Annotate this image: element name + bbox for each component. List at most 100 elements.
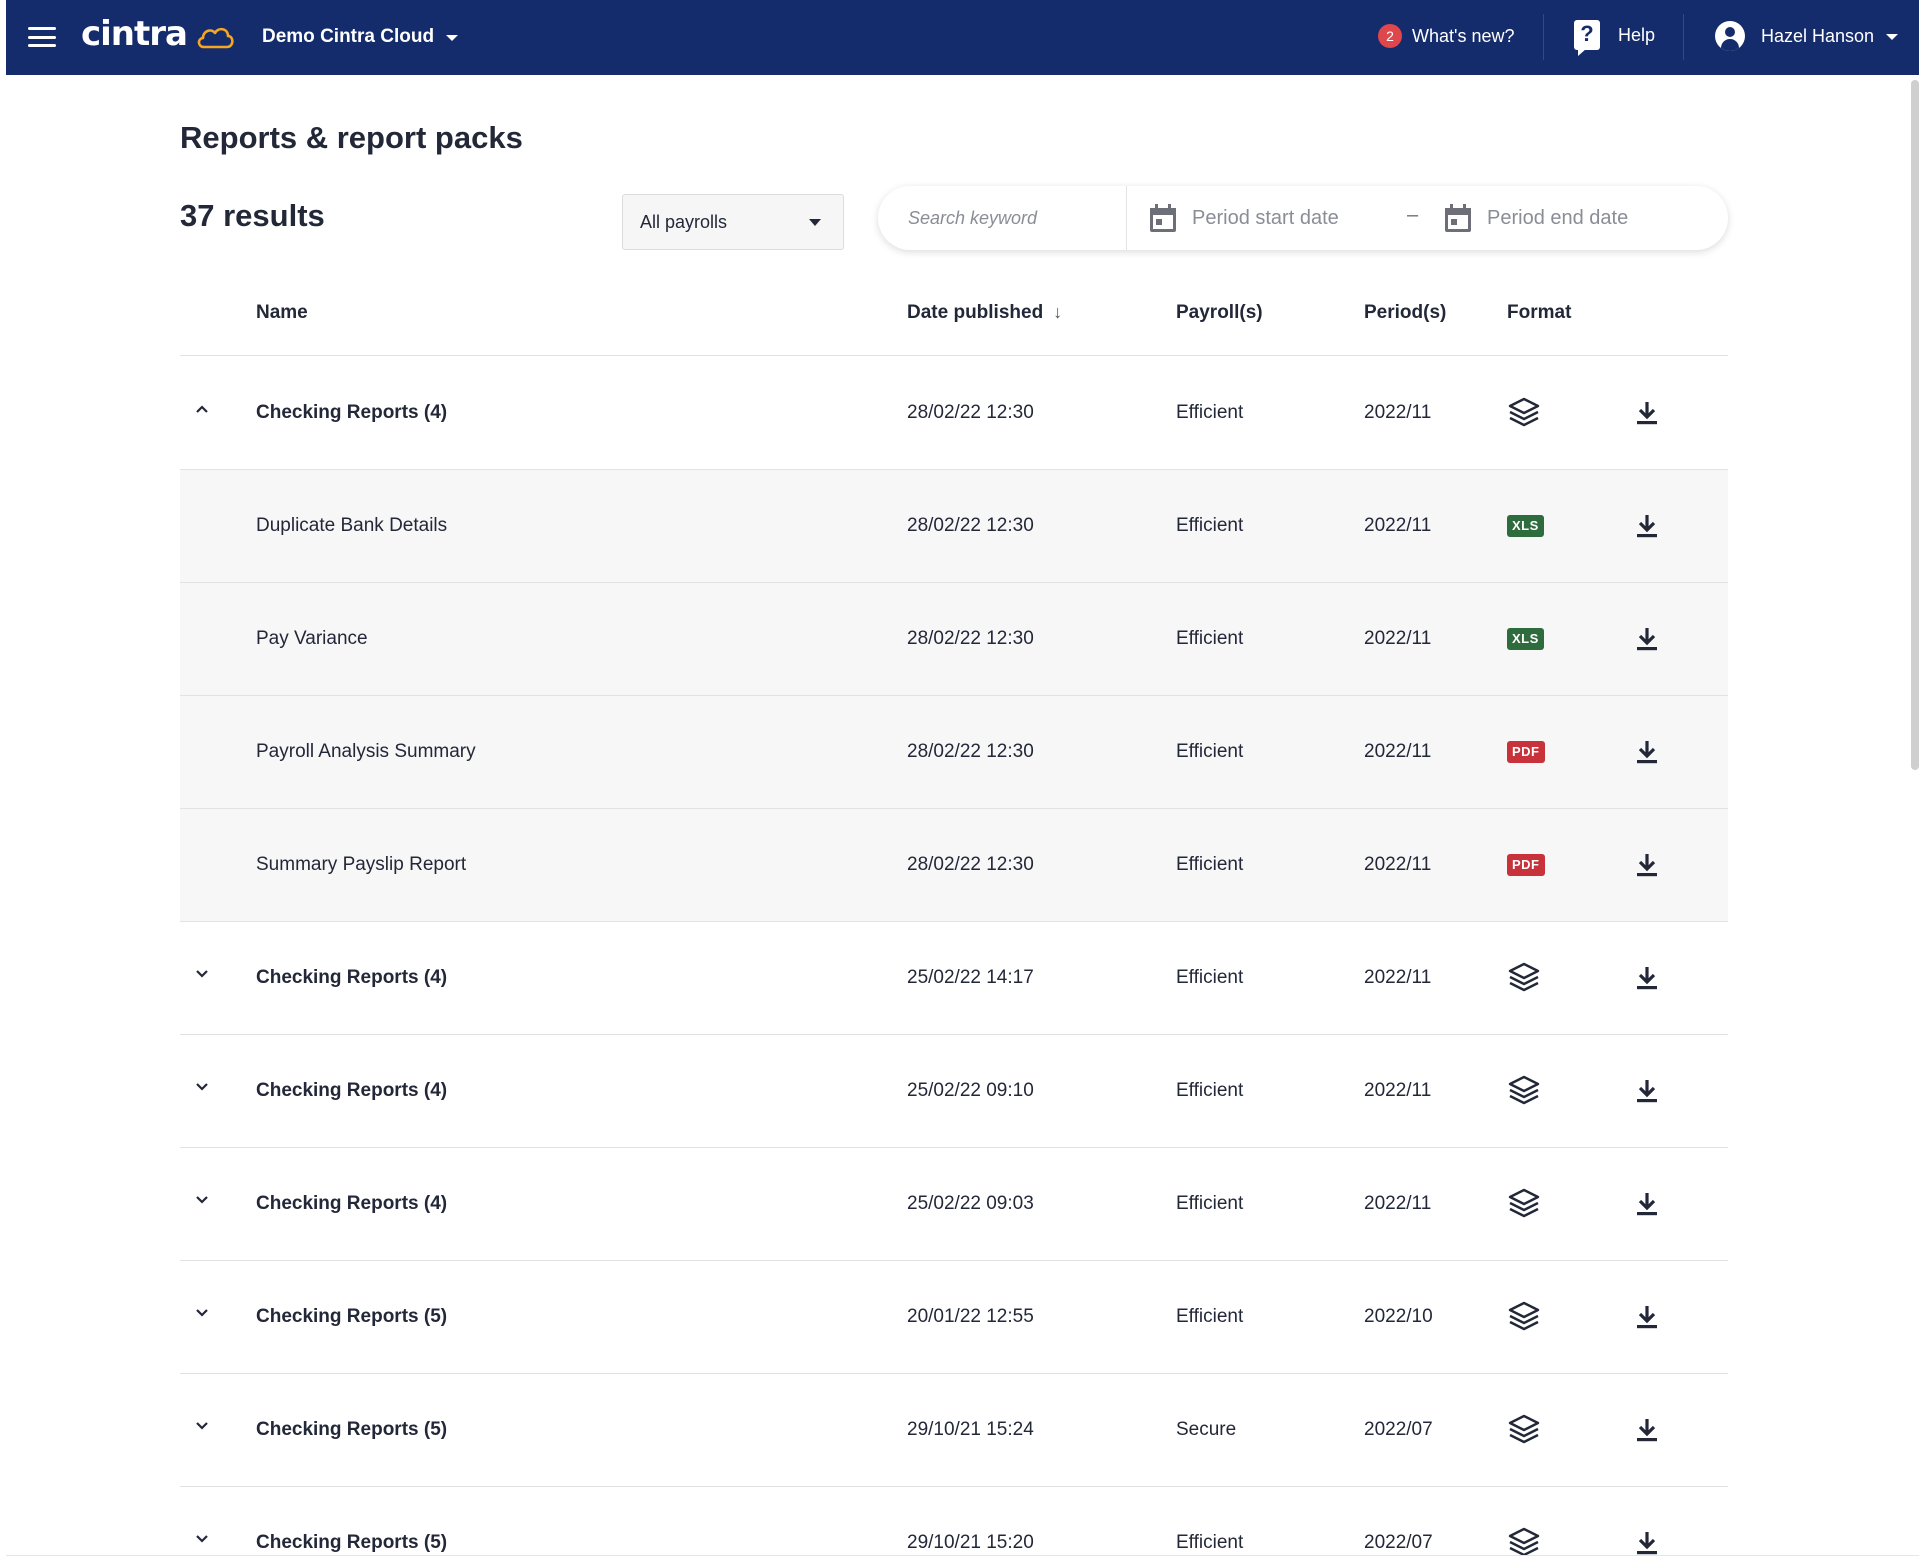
report-name[interactable]: Checking Reports (5) (256, 1306, 448, 1327)
organisation-name: Demo Cintra Cloud (262, 26, 435, 47)
date-published: 25/02/22 14:17 (907, 967, 1034, 988)
report-pack-row[interactable]: Checking Reports (5) 29/10/21 15:24 Secure… (180, 1374, 1728, 1487)
period: 2022/11 (1364, 741, 1432, 762)
download-icon[interactable] (1632, 1302, 1662, 1332)
date-published: 20/01/22 12:55 (907, 1306, 1034, 1327)
download-icon[interactable] (1632, 1076, 1662, 1106)
report-pack-icon (1507, 1374, 1541, 1486)
scrollbar[interactable] (1911, 80, 1919, 770)
report-name: Duplicate Bank Details (256, 515, 448, 536)
date-published: 29/10/21 15:24 (907, 1419, 1034, 1440)
search-filter-bar: Period start date – Period end date (878, 186, 1728, 250)
chevron-down-icon[interactable] (194, 1531, 210, 1547)
period: 2022/11 (1364, 854, 1432, 875)
report-pack-icon (1507, 1148, 1541, 1260)
date-published: 25/02/22 09:03 (907, 1193, 1034, 1214)
period: 2022/11 (1364, 1080, 1432, 1101)
report-pack-row[interactable]: Checking Reports (4) 25/02/22 09:10 Effici… (180, 1035, 1728, 1148)
payroll-name: Efficient (1176, 741, 1244, 762)
column-header-date-published[interactable]: Date published ↓ (907, 302, 1062, 324)
column-header-payrolls[interactable]: Payroll(s) (1176, 302, 1263, 323)
user-avatar-icon (1715, 21, 1745, 51)
period-end-date-field[interactable]: Period end date (1445, 186, 1628, 250)
download-icon[interactable] (1632, 624, 1662, 654)
report-pack-row[interactable]: Checking Reports (4) 28/02/22 12:30 Effici… (180, 357, 1728, 470)
date-published: 29/10/21 15:20 (907, 1532, 1034, 1553)
organisation-switcher[interactable]: Demo Cintra Cloud (262, 26, 459, 48)
search-input[interactable] (878, 186, 1123, 250)
report-name[interactable]: Checking Reports (4) (256, 1193, 448, 1214)
column-header-periods[interactable]: Period(s) (1364, 302, 1447, 323)
report-pack-icon (1507, 1487, 1541, 1555)
whats-new-button[interactable]: 2 What's new? (1378, 24, 1514, 48)
chevron-down-icon[interactable] (194, 1192, 210, 1208)
report-name: Pay Variance (256, 628, 368, 649)
report-pack-row[interactable]: Checking Reports (5) 20/01/22 12:55 Effici… (180, 1261, 1728, 1374)
payroll-name: Efficient (1176, 967, 1244, 988)
period: 2022/07 (1364, 1419, 1433, 1440)
download-icon[interactable] (1632, 963, 1662, 993)
report-row[interactable]: Summary Payslip Report 28/02/22 12:30 Effi… (180, 809, 1728, 922)
period-start-date-placeholder: Period start date (1192, 206, 1339, 229)
payroll-name: Efficient (1176, 628, 1244, 649)
period-end-date-placeholder: Period end date (1487, 206, 1629, 229)
table-header: Name Date published ↓ Payroll(s) Period(s… (180, 290, 1728, 356)
period: 2022/07 (1364, 1532, 1433, 1553)
chevron-up-icon[interactable] (194, 401, 210, 417)
period: 2022/11 (1364, 628, 1432, 649)
download-icon[interactable] (1632, 1528, 1662, 1555)
period: 2022/10 (1364, 1306, 1433, 1327)
whats-new-label: What's new? (1412, 25, 1515, 46)
date-published: 28/02/22 12:30 (907, 854, 1034, 875)
pdf-format-badge: PDF (1507, 854, 1545, 876)
user-menu[interactable]: Hazel Hanson (1715, 21, 1899, 51)
report-name[interactable]: Checking Reports (5) (256, 1419, 448, 1440)
payroll-filter-select[interactable]: All payrolls (622, 194, 844, 250)
column-header-name[interactable]: Name (256, 302, 308, 323)
payroll-name: Efficient (1176, 1193, 1244, 1214)
payroll-name: Efficient (1176, 1306, 1244, 1327)
help-button[interactable]: ? Help (1574, 20, 1655, 56)
menu-icon[interactable] (28, 27, 56, 47)
report-row[interactable]: Payroll Analysis Summary 28/02/22 12:30 Ef… (180, 696, 1728, 809)
payroll-name: Efficient (1176, 402, 1244, 423)
report-name[interactable]: Checking Reports (4) (256, 1080, 448, 1101)
report-pack-row[interactable]: Checking Reports (4) 25/02/22 14:17 Effici… (180, 922, 1728, 1035)
pdf-format-badge: PDF (1507, 741, 1545, 763)
scrollbar-thumb[interactable] (1911, 80, 1919, 770)
calendar-icon (1150, 204, 1176, 232)
report-row[interactable]: Duplicate Bank Details 28/02/22 12:30 Effi… (180, 470, 1728, 583)
date-published: 28/02/22 12:30 (907, 628, 1034, 649)
report-pack-row[interactable]: Checking Reports (4) 25/02/22 09:03 Effici… (180, 1148, 1728, 1261)
cintra-logo[interactable]: cintra (81, 14, 235, 54)
payroll-filter-value: All payrolls (640, 211, 728, 232)
chevron-down-icon[interactable] (194, 1418, 210, 1434)
page-title: Reports & report packs (180, 120, 523, 155)
report-name: Payroll Analysis Summary (256, 741, 476, 762)
download-icon[interactable] (1632, 850, 1662, 880)
date-published: 28/02/22 12:30 (907, 402, 1034, 423)
column-header-date-published-label: Date published (907, 302, 1044, 323)
period-start-date-field[interactable]: Period start date (1150, 186, 1339, 250)
download-icon[interactable] (1632, 1189, 1662, 1219)
chevron-down-icon[interactable] (194, 1305, 210, 1321)
chevron-down-icon[interactable] (194, 966, 210, 982)
report-pack-icon (1507, 1261, 1541, 1373)
calendar-icon (1445, 204, 1471, 232)
report-pack-row[interactable]: Checking Reports (5) 29/10/21 15:20 Effici… (180, 1487, 1728, 1555)
cloud-icon (197, 27, 234, 49)
column-header-format[interactable]: Format (1507, 302, 1572, 323)
payroll-name: Efficient (1176, 1532, 1244, 1553)
report-name[interactable]: Checking Reports (4) (256, 967, 448, 988)
download-icon[interactable] (1632, 1415, 1662, 1445)
report-row[interactable]: Pay Variance 28/02/22 12:30 Efficient 2022/… (180, 583, 1728, 696)
download-icon[interactable] (1632, 511, 1662, 541)
report-name: Summary Payslip Report (256, 854, 467, 875)
download-icon[interactable] (1632, 737, 1662, 767)
period: 2022/11 (1364, 515, 1432, 536)
report-name[interactable]: Checking Reports (5) (256, 1532, 448, 1553)
download-icon[interactable] (1632, 398, 1662, 428)
divider (1683, 14, 1684, 60)
chevron-down-icon[interactable] (194, 1079, 210, 1095)
report-name[interactable]: Checking Reports (4) (256, 402, 448, 423)
